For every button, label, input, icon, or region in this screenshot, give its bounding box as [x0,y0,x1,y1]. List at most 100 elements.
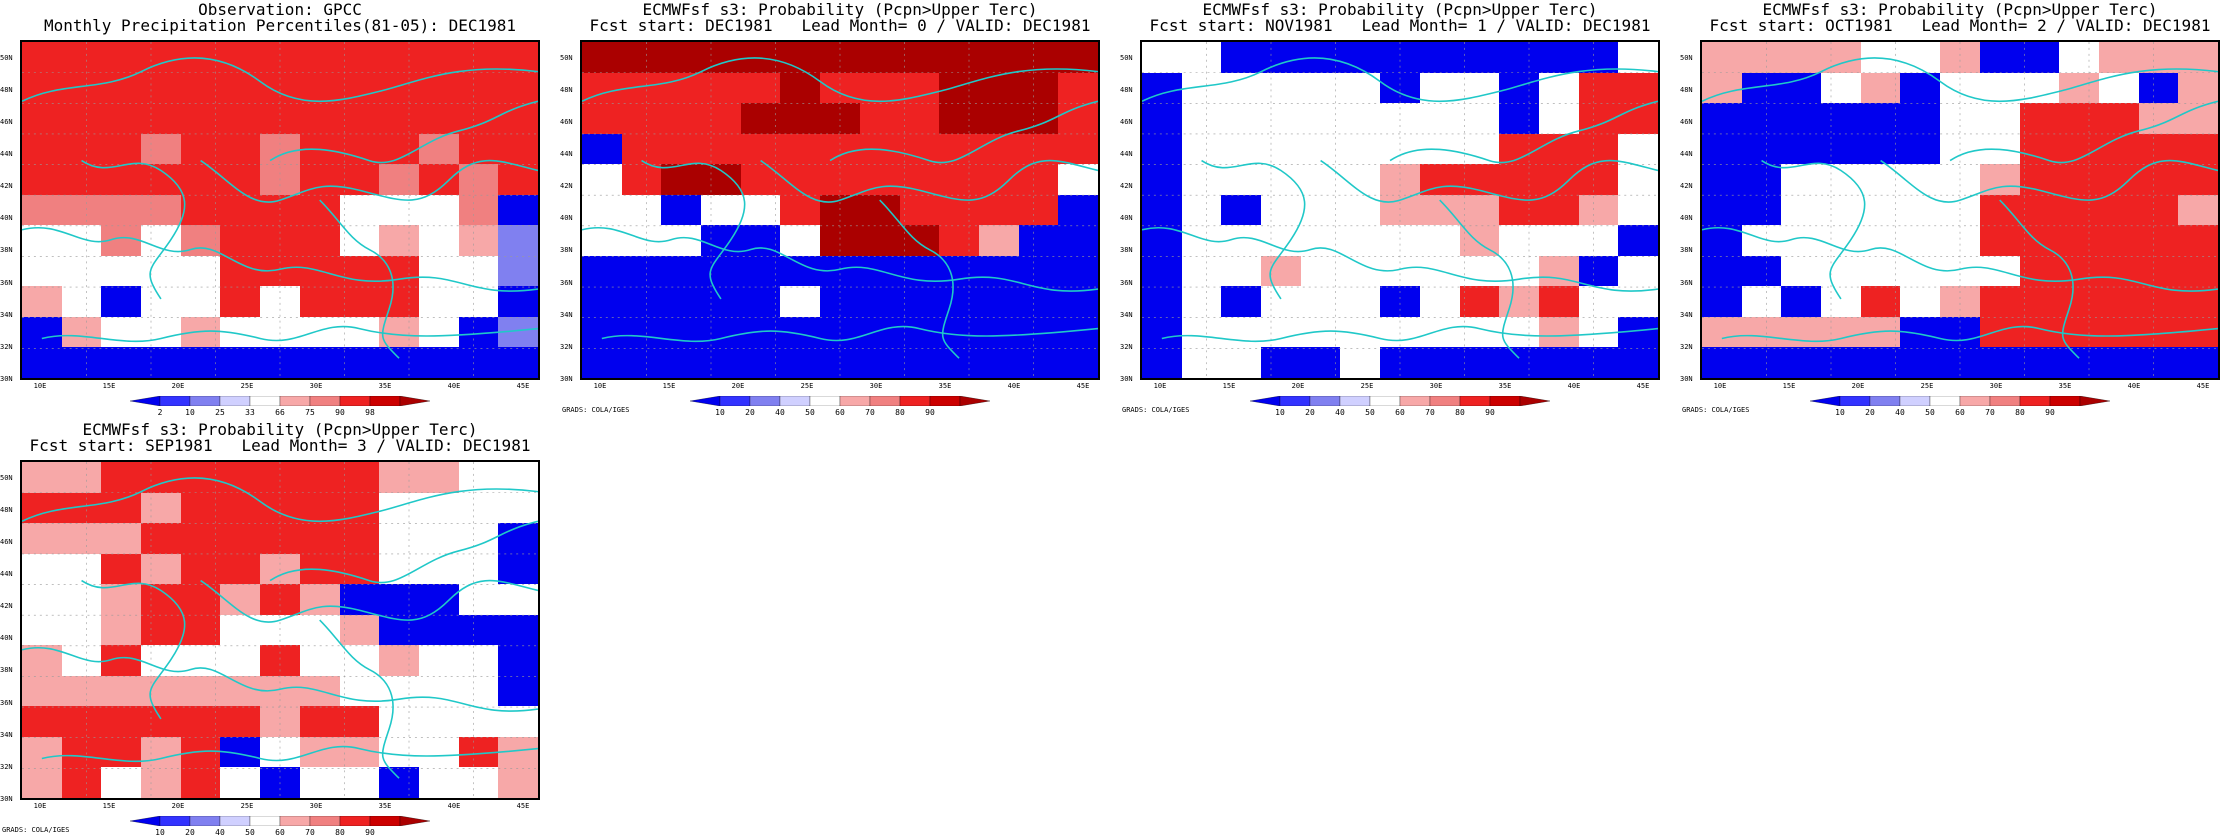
grid-cell [2059,286,2099,317]
grid-cell [1900,103,1941,134]
grid-cell [1860,194,1901,226]
grid-cell [899,194,940,226]
grid-cell [1781,255,1822,287]
grid-cell [379,767,419,798]
latitude-label: 30N [0,374,13,383]
colorbar-swatch [899,396,931,406]
longitude-label: 20E [171,382,185,390]
colorbar-swatches [1810,396,2110,406]
grid-cell [299,194,340,226]
grid-cell [101,675,142,707]
grid-cell [1618,347,1658,378]
grid-cell [101,72,142,104]
longitude-label: 30E [309,802,323,810]
grid-cell [1979,103,2020,134]
grid-cell [220,614,261,646]
grid-cell [220,767,261,798]
grid-cell [701,194,741,226]
latitude-label: 36N [1680,278,1693,287]
colorbar-swatch [339,396,371,406]
longitude-label: 40E [2127,382,2141,390]
grid-cell [379,492,419,524]
latitude-label: 40N [1680,214,1693,223]
colorbar-swatch [2049,396,2081,406]
latitude-label: 46N [0,538,13,547]
grid-cell [1860,347,1901,378]
grid-cell [2019,194,2060,226]
grid-cell [939,42,979,73]
grid-cell [141,675,181,707]
colorbar-label: 10 [185,408,195,417]
grid-cell [61,645,102,676]
grid-cell [379,462,419,493]
grid-cell [22,553,62,585]
latitude-label: 38N [1120,246,1133,255]
grid-cell [379,72,419,104]
grid-cell [379,347,419,378]
grid-cell [1538,286,1579,317]
grid-cell [1221,133,1262,165]
grid-cell [339,194,380,226]
grid-cell [899,103,940,134]
grid-cell [299,286,340,317]
grid-cell [1300,133,1341,165]
color-bar [1810,396,2110,406]
grid-cell [1221,194,1262,226]
grid-cell [978,194,1019,226]
grid-cell [22,103,62,134]
grid-cell [339,286,380,317]
longitude-label: 10E [33,382,47,390]
latitude-label: 32N [1680,342,1693,351]
grid-cell [2178,225,2218,256]
grid-cell [1419,347,1460,378]
coastline [1880,159,2218,203]
grid-cell [1181,133,1222,165]
latitude-label: 40N [1120,214,1133,223]
colorbar-label: 90 [335,408,345,417]
grid-cell [1142,164,1182,195]
grid-cell [859,103,900,134]
grid-cell [1419,225,1460,256]
grid-cell [1979,164,2020,195]
grid-cell [299,347,340,378]
grid-cell [418,103,459,134]
grid-cell [1340,42,1381,73]
grid-cell [339,706,380,737]
grid-cell [1499,42,1539,73]
grid-cell [2098,225,2139,256]
colorbar-label: 90 [365,828,375,837]
grid-cell [1181,194,1222,226]
grid-cell [701,316,741,348]
coastline [1721,325,2218,343]
grid-cell [1900,225,1941,256]
grid-cell [379,645,419,676]
longitude-label: 45E [2196,382,2210,390]
grid-cell [1459,347,1500,378]
grid-cell [180,553,221,585]
grid-cell [621,225,662,256]
grid-cell [141,286,181,317]
grid-cell [22,286,62,317]
grid-cell [418,72,459,104]
grid-cell [101,103,142,134]
grid-cell [418,645,459,676]
grid-cell [1781,133,1822,165]
coastline [829,100,1098,164]
grid-cell [1781,42,1822,73]
color-bar [130,816,430,826]
colorbar-label: 50 [805,408,815,417]
colorbar-swatch [1989,396,2021,406]
grid-cell [1018,286,1059,317]
grid-cell [61,255,102,287]
grid-cell [661,103,702,134]
latitude-label: 30N [1120,374,1133,383]
grid-cell [1181,255,1222,287]
longitude-label: 10E [1153,382,1167,390]
colorbar-label: 33 [245,408,255,417]
longitude-label: 30E [309,382,323,390]
grid-cell [621,133,662,165]
grid-cell [1741,42,1782,73]
grid-cell [61,133,102,165]
grid-cell [978,42,1019,73]
grid-cell [1419,42,1460,73]
